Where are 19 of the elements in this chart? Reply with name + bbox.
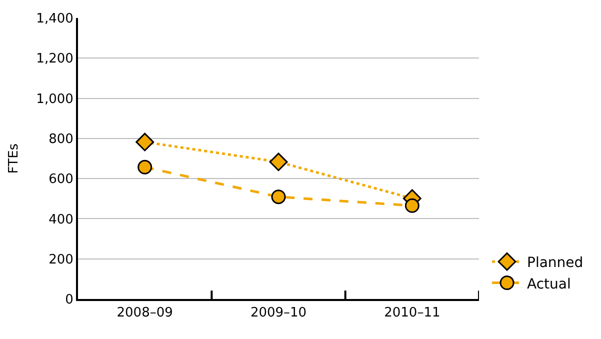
legend-label: Actual	[527, 276, 571, 292]
y-tick-label: 200	[48, 252, 74, 268]
legend-label: Planned	[527, 255, 584, 272]
y-tick-label: 1,400	[36, 12, 74, 27]
y-axis-title: FTEs	[6, 143, 22, 174]
point	[404, 198, 420, 213]
x-tick-label: 2010–11	[384, 306, 440, 321]
y-tick-label: 1,200	[36, 52, 74, 67]
y-tick-label: 0	[65, 292, 74, 308]
y-tick-label: 800	[48, 132, 74, 147]
x-tick-label: 2009–10	[250, 306, 307, 321]
x-tick-label: 2008–09	[116, 306, 173, 321]
y-tick-label: 1,000	[36, 92, 74, 107]
point	[138, 160, 152, 174]
point	[136, 132, 154, 152]
point	[269, 152, 288, 172]
y-tick-label: 600	[48, 172, 74, 188]
point	[271, 190, 286, 204]
y-tick-label: 400	[48, 212, 74, 228]
